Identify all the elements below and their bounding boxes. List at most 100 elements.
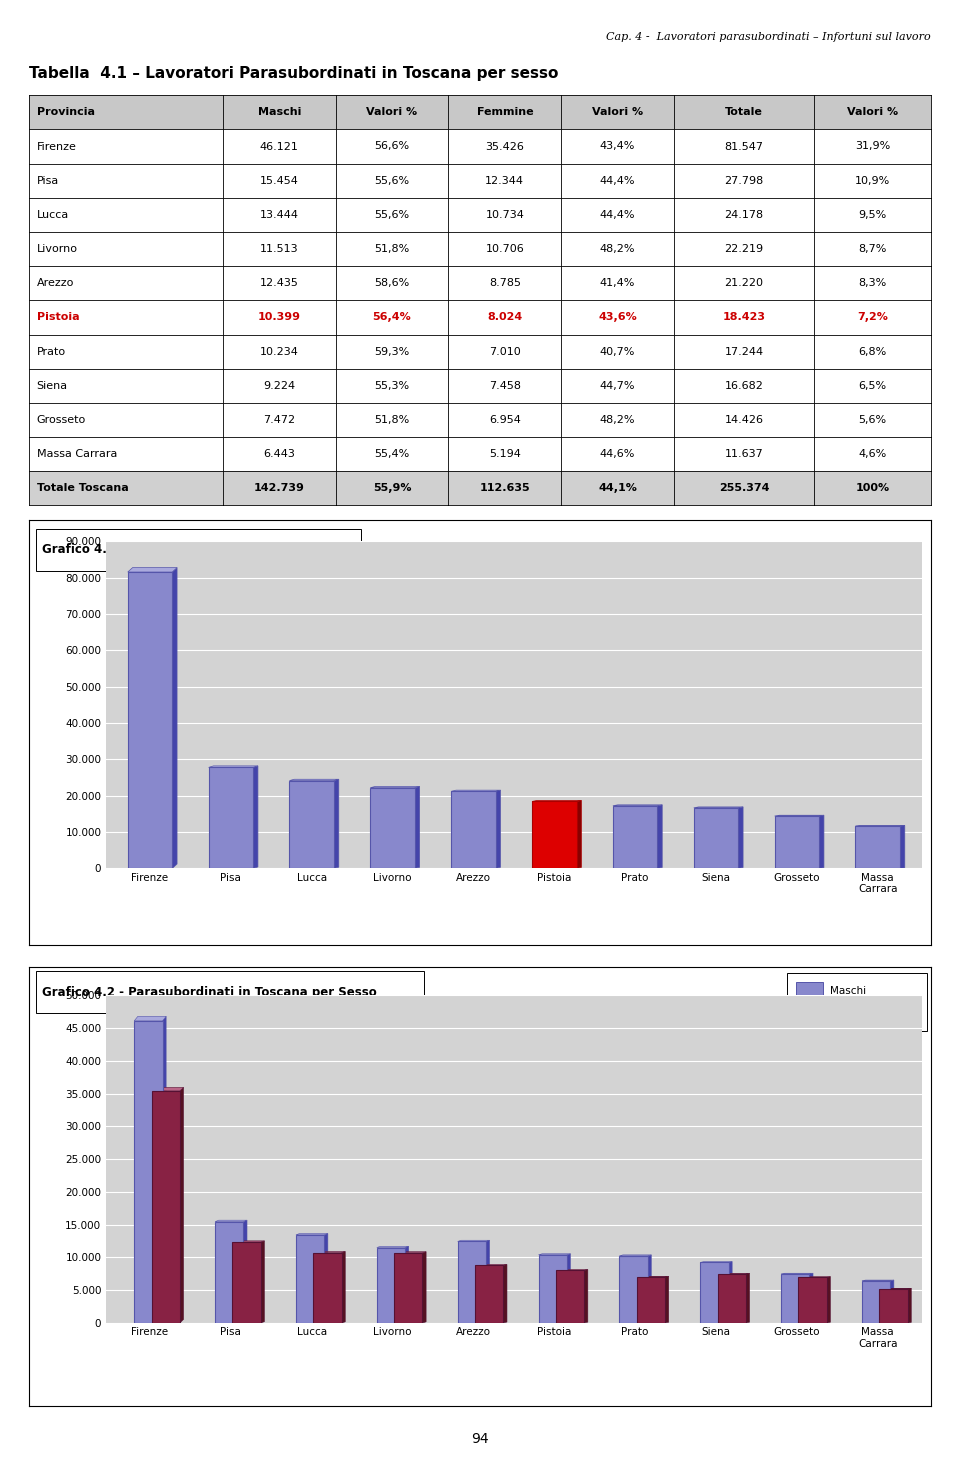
Text: Provincia: Provincia: [36, 107, 95, 117]
Text: 48,2%: 48,2%: [600, 415, 636, 425]
Text: 8,3%: 8,3%: [858, 278, 887, 289]
Bar: [395, 1253, 422, 1323]
Text: 18.423: 18.423: [723, 312, 765, 322]
Polygon shape: [566, 1254, 570, 1323]
Polygon shape: [162, 1017, 166, 1323]
Text: 8,7%: 8,7%: [858, 245, 887, 253]
Text: Totale Toscana: Totale Toscana: [36, 483, 129, 494]
Text: 55,9%: 55,9%: [372, 483, 411, 494]
Text: 112.635: 112.635: [479, 483, 530, 494]
Polygon shape: [215, 1220, 247, 1222]
Text: 44,6%: 44,6%: [600, 450, 636, 459]
Bar: [787, 973, 926, 1031]
Text: 11.513: 11.513: [260, 245, 299, 253]
Text: 5,6%: 5,6%: [858, 415, 887, 425]
Text: 9,5%: 9,5%: [858, 209, 887, 220]
Text: 40,7%: 40,7%: [600, 347, 636, 356]
Text: 255.374: 255.374: [719, 483, 769, 494]
Text: 10.706: 10.706: [486, 245, 524, 253]
Bar: [36, 529, 361, 571]
Polygon shape: [180, 1087, 183, 1323]
Text: 10.234: 10.234: [260, 347, 299, 356]
Polygon shape: [253, 766, 258, 869]
Text: 10.399: 10.399: [257, 312, 300, 322]
Text: 7.010: 7.010: [489, 347, 520, 356]
Polygon shape: [827, 1276, 830, 1323]
Text: 10,9%: 10,9%: [855, 176, 890, 186]
Text: 44,4%: 44,4%: [600, 209, 636, 220]
Text: 41,4%: 41,4%: [600, 278, 636, 289]
Text: 55,6%: 55,6%: [374, 176, 410, 186]
Bar: [781, 1275, 809, 1323]
Bar: [718, 1275, 746, 1323]
Polygon shape: [172, 567, 177, 869]
Polygon shape: [665, 1276, 669, 1323]
Text: 48,2%: 48,2%: [600, 245, 636, 253]
Polygon shape: [405, 1247, 409, 1323]
Bar: [532, 801, 577, 869]
Bar: [232, 1242, 261, 1323]
Text: 55,3%: 55,3%: [374, 381, 410, 391]
Bar: [36, 971, 424, 1014]
Polygon shape: [422, 1251, 426, 1323]
Bar: [855, 826, 900, 869]
Text: Arezzo: Arezzo: [36, 278, 74, 289]
Text: 55,4%: 55,4%: [374, 450, 410, 459]
Text: 16.682: 16.682: [725, 381, 763, 391]
Text: Maschi: Maschi: [257, 107, 300, 117]
Bar: [106, 869, 923, 879]
Text: Cap. 4 -  Lavoratori parasubordinati – Infortuni sul lavoro: Cap. 4 - Lavoratori parasubordinati – In…: [607, 32, 931, 42]
Text: Totale: Totale: [725, 107, 763, 117]
Text: 17.244: 17.244: [725, 347, 763, 356]
Text: 43,4%: 43,4%: [600, 142, 636, 151]
Text: Massa Carrara: Massa Carrara: [36, 450, 117, 459]
Polygon shape: [503, 1264, 507, 1323]
Bar: [796, 982, 823, 999]
Polygon shape: [585, 1270, 588, 1323]
Bar: [215, 1222, 244, 1323]
Text: Siena: Siena: [36, 381, 68, 391]
Text: 21.220: 21.220: [725, 278, 763, 289]
Polygon shape: [244, 1220, 247, 1323]
Polygon shape: [261, 1241, 264, 1323]
Text: 8.024: 8.024: [487, 312, 522, 322]
Polygon shape: [334, 779, 339, 869]
Text: 8.785: 8.785: [489, 278, 521, 289]
Bar: [290, 781, 334, 869]
Bar: [376, 1248, 405, 1323]
Text: Pisa: Pisa: [36, 176, 59, 186]
Text: Firenze: Firenze: [36, 142, 77, 151]
Text: Prato: Prato: [36, 347, 65, 356]
Polygon shape: [342, 1251, 346, 1323]
Text: 7.458: 7.458: [489, 381, 521, 391]
Text: 56,4%: 56,4%: [372, 312, 412, 322]
Bar: [612, 806, 658, 869]
Bar: [636, 1277, 665, 1323]
Text: 27.798: 27.798: [725, 176, 763, 186]
Text: 10.734: 10.734: [486, 209, 524, 220]
Bar: [458, 1241, 486, 1323]
Text: Grosseto: Grosseto: [36, 415, 85, 425]
Text: 22.219: 22.219: [725, 245, 763, 253]
Polygon shape: [208, 766, 258, 768]
Text: 44,7%: 44,7%: [600, 381, 636, 391]
Text: Maschi: Maschi: [830, 986, 866, 996]
Bar: [539, 1256, 566, 1323]
Bar: [700, 1263, 729, 1323]
Bar: [152, 1091, 180, 1323]
Text: Valori %: Valori %: [592, 107, 643, 117]
Polygon shape: [907, 1288, 911, 1323]
Bar: [134, 1021, 162, 1323]
Text: 142.739: 142.739: [253, 483, 304, 494]
Text: 59,3%: 59,3%: [374, 347, 410, 356]
Text: Grafico 4.1 - Parasubordinati in Toscana: Grafico 4.1 - Parasubordinati in Toscana: [42, 544, 308, 557]
Text: 44,4%: 44,4%: [600, 176, 636, 186]
Text: 35.426: 35.426: [486, 142, 524, 151]
Polygon shape: [128, 567, 177, 571]
Polygon shape: [648, 1256, 651, 1323]
Polygon shape: [729, 1261, 732, 1323]
Bar: [694, 807, 738, 869]
Bar: [106, 1323, 923, 1336]
Text: Femmine: Femmine: [476, 107, 533, 117]
Polygon shape: [890, 1280, 894, 1323]
